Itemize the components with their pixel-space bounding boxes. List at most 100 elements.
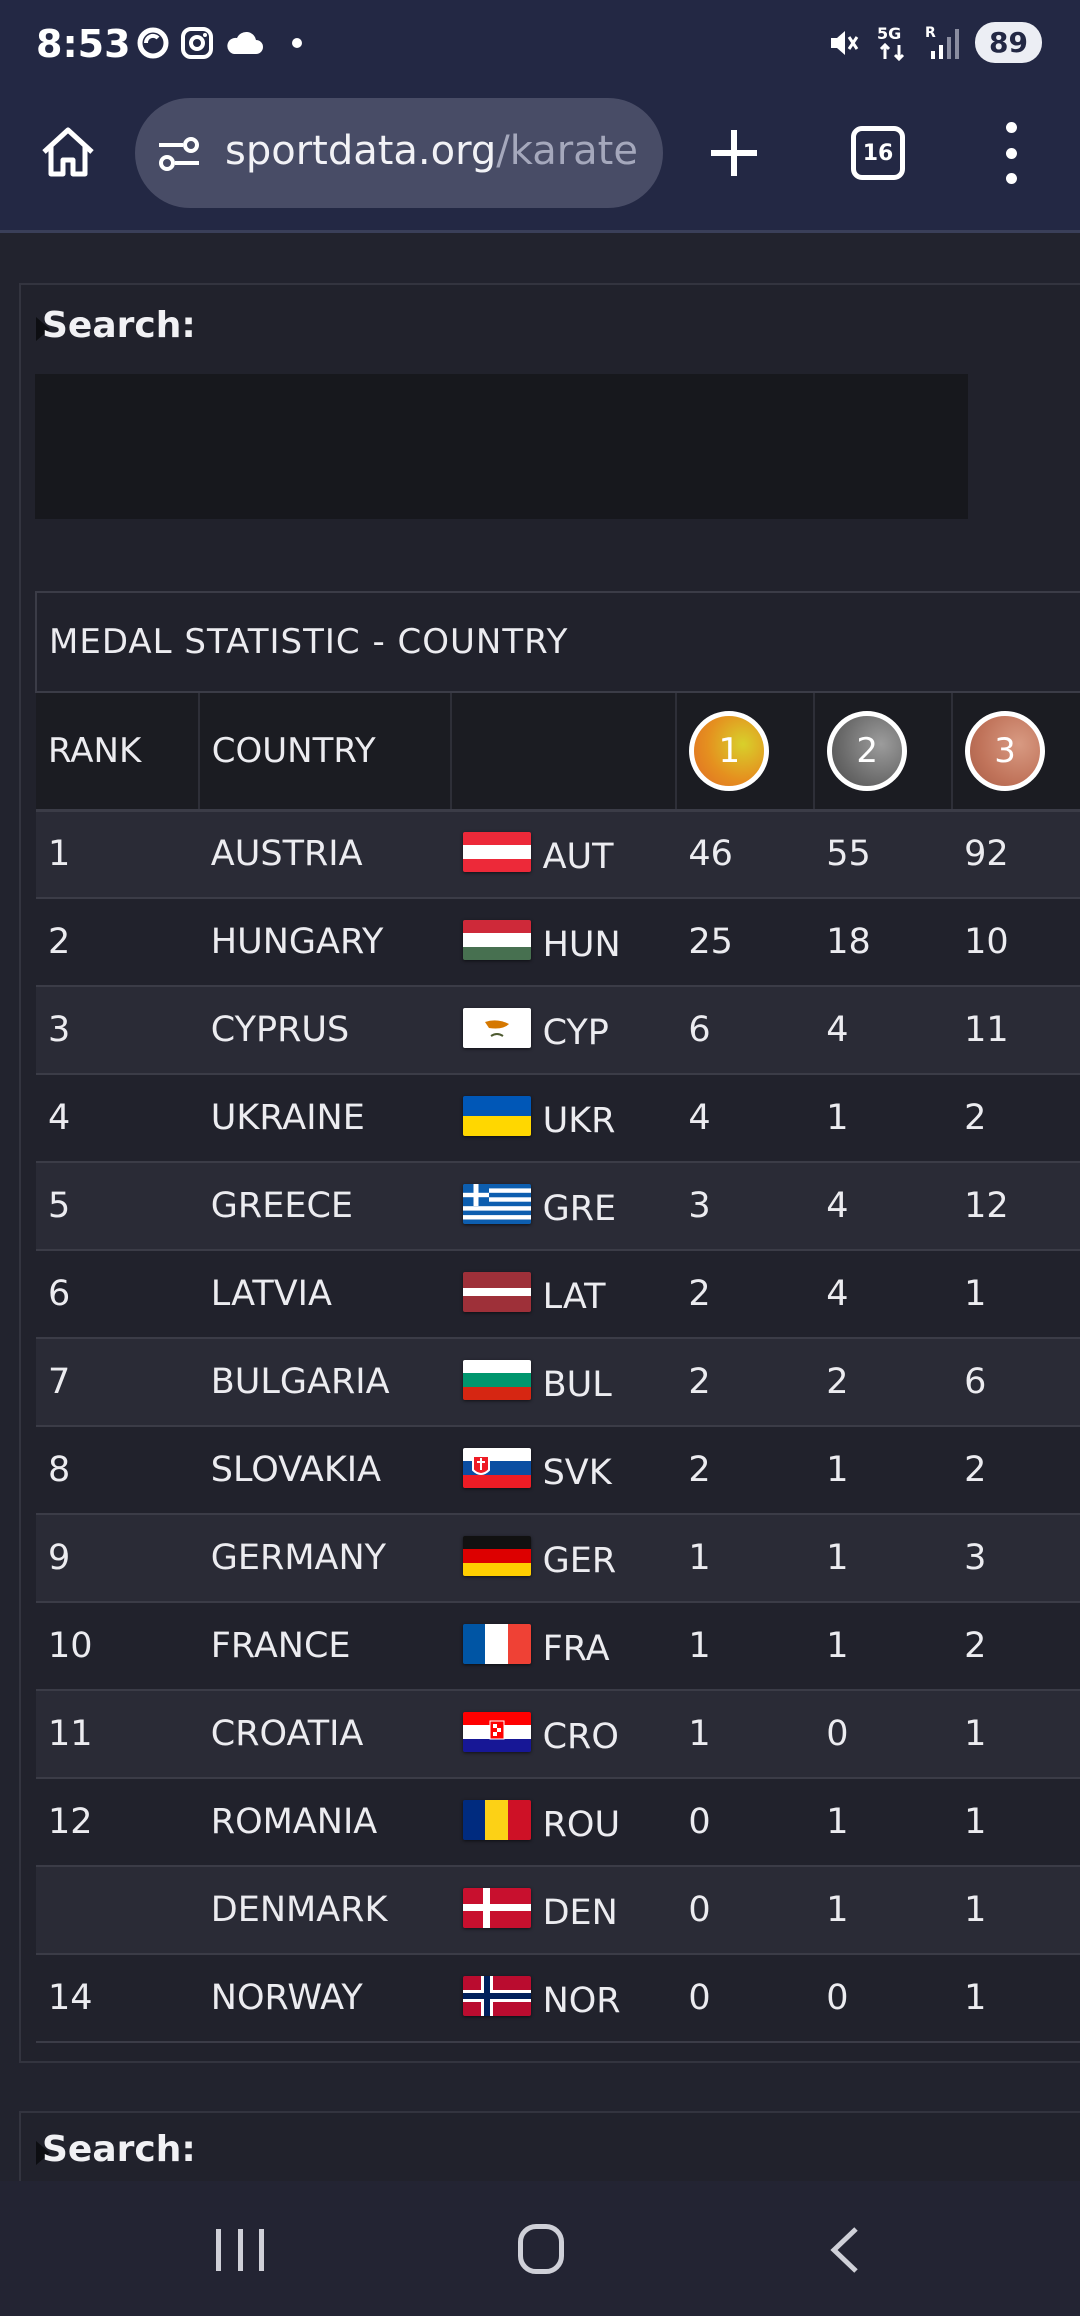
- gold-count: 1: [676, 1690, 815, 1779]
- country-cell[interactable]: GREECE: [198, 1162, 451, 1251]
- search-label[interactable]: Search:: [42, 305, 196, 346]
- table-row[interactable]: 5 GREECE GRE 3 4 12: [36, 1162, 1080, 1251]
- table-title: MEDAL STATISTIC - COUNTRY: [35, 591, 1080, 693]
- gold-count: 1: [676, 1602, 815, 1691]
- country-cell[interactable]: UKRAINE: [198, 1074, 451, 1163]
- rank-cell: 5: [36, 1162, 199, 1251]
- system-nav-bar: [0, 2181, 1080, 2316]
- table-row[interactable]: 4 UKRAINE UKR 4 1 2: [36, 1074, 1080, 1163]
- flag-icon: [462, 1095, 531, 1136]
- table-row[interactable]: 12 ROMANIA ROU 0 1 1: [36, 1778, 1080, 1867]
- expand-triangle-icon[interactable]: [36, 2141, 50, 2165]
- bronze-count: 11: [952, 986, 1080, 1075]
- table-row[interactable]: 9 GERMANY GER 1 1 3: [36, 1514, 1080, 1603]
- rank-cell: 4: [36, 1074, 199, 1163]
- expand-triangle-icon[interactable]: [36, 317, 50, 341]
- bronze-count: 92: [952, 810, 1080, 899]
- flag-cell: FRA: [450, 1602, 677, 1691]
- new-tab-icon[interactable]: [707, 126, 761, 180]
- table-row[interactable]: 10 FRANCE FRA 1 1 2: [36, 1602, 1080, 1691]
- country-cell[interactable]: BULGARIA: [198, 1338, 451, 1427]
- gold-count: 25: [676, 898, 815, 987]
- country-code: HUN: [542, 924, 621, 965]
- header-rank[interactable]: RANK: [36, 692, 199, 812]
- country-cell[interactable]: GERMANY: [198, 1514, 451, 1603]
- rank-cell: 9: [36, 1514, 199, 1603]
- gold-count: 2: [676, 1250, 815, 1339]
- back-icon[interactable]: [826, 2225, 862, 2275]
- country-code: GER: [542, 1540, 617, 1581]
- home-nav-icon[interactable]: [518, 2224, 564, 2274]
- country-cell[interactable]: CYPRUS: [198, 986, 451, 1075]
- svg-text:5G: 5G: [877, 24, 901, 43]
- silver-medal-icon: 2: [827, 710, 908, 791]
- gold-count: 0: [676, 1866, 815, 1955]
- country-cell[interactable]: LATVIA: [198, 1250, 451, 1339]
- flag-icon: [462, 1271, 531, 1312]
- signal-icon: R: [925, 25, 960, 59]
- rank-cell: 14: [36, 1954, 199, 2043]
- flag-cell: DEN: [450, 1866, 677, 1955]
- home-icon[interactable]: [38, 122, 98, 182]
- table-row[interactable]: DENMARK DEN 0 1 1: [36, 1866, 1080, 1955]
- silver-count: 1: [814, 1426, 953, 1515]
- gold-count: 1: [676, 1514, 815, 1603]
- recents-icon[interactable]: [216, 2229, 264, 2271]
- country-cell[interactable]: DENMARK: [198, 1866, 451, 1955]
- country-cell[interactable]: FRANCE: [198, 1602, 451, 1691]
- gold-medal-icon: 1: [689, 710, 770, 791]
- flag-cell: CYP: [450, 986, 677, 1075]
- bronze-count: 1: [952, 1250, 1080, 1339]
- rank-cell: 1: [36, 810, 199, 899]
- table-row[interactable]: 11 CROATIA CRO 1 0 1: [36, 1690, 1080, 1779]
- rank-cell: 3: [36, 986, 199, 1075]
- flag-icon: [462, 1975, 531, 2016]
- table-row[interactable]: 7 BULGARIA BUL 2 2 6: [36, 1338, 1080, 1427]
- tab-switcher-button[interactable]: 16: [851, 126, 905, 180]
- flag-cell: UKR: [450, 1074, 677, 1163]
- bronze-count: 1: [952, 1954, 1080, 2043]
- table-row[interactable]: 2 HUNGARY HUN 25 18 10: [36, 898, 1080, 987]
- bronze-count: 2: [952, 1426, 1080, 1515]
- header-country[interactable]: COUNTRY: [197, 692, 451, 812]
- bronze-count: 2: [952, 1074, 1080, 1163]
- silver-count: 1: [814, 1602, 953, 1691]
- flag-cell: ROU: [450, 1778, 677, 1867]
- country-cell[interactable]: AUSTRIA: [198, 810, 451, 899]
- bronze-count: 1: [952, 1866, 1080, 1955]
- country-cell[interactable]: HUNGARY: [198, 898, 451, 987]
- table-row[interactable]: 8 SLOVAKIA SVK 2 1 2: [36, 1426, 1080, 1515]
- table-row[interactable]: 3 CYPRUS CYP 6 4 11: [36, 986, 1080, 1075]
- address-field[interactable]: sportdata.org/karate: [135, 98, 663, 208]
- site-settings-icon[interactable]: [157, 134, 201, 174]
- second-panel: [19, 2111, 1080, 2181]
- country-cell[interactable]: NORWAY: [198, 1954, 451, 2043]
- table-row[interactable]: 14 NORWAY NOR 0 0 1: [36, 1954, 1080, 2043]
- url-text[interactable]: sportdata.org/karate: [225, 128, 645, 174]
- rank-cell: 12: [36, 1778, 199, 1867]
- table-row[interactable]: 1 AUSTRIA AUT 46 55 92: [36, 810, 1080, 899]
- flag-cell: CRO: [450, 1690, 677, 1779]
- country-code: LAT: [542, 1276, 606, 1317]
- country-cell[interactable]: ROMANIA: [198, 1778, 451, 1867]
- flag-icon: [462, 1183, 531, 1224]
- flag-icon: [462, 831, 531, 872]
- country-cell[interactable]: CROATIA: [198, 1690, 451, 1779]
- header-silver[interactable]: 2: [813, 692, 953, 812]
- status-left-icons: [136, 26, 302, 60]
- silver-count: 18: [814, 898, 953, 987]
- flag-icon: [462, 1799, 531, 1840]
- header-bronze[interactable]: 3: [951, 692, 1080, 812]
- header-gold[interactable]: 1: [675, 692, 815, 812]
- more-menu-icon[interactable]: [998, 122, 1024, 184]
- medal-table: MEDAL STATISTIC - COUNTRY RANK COUNTRY 1…: [35, 591, 1080, 2043]
- table-row[interactable]: 6 LATVIA LAT 2 4 1: [36, 1250, 1080, 1339]
- page-content[interactable]: Search: MEDAL STATISTIC - COUNTRY RANK C…: [0, 233, 1080, 2181]
- status-time: 8:53: [36, 22, 131, 66]
- bronze-count: 10: [952, 898, 1080, 987]
- country-cell[interactable]: SLOVAKIA: [198, 1426, 451, 1515]
- search-input[interactable]: [35, 374, 968, 519]
- search-label-bottom[interactable]: Search:: [42, 2129, 196, 2170]
- gold-count: 46: [676, 810, 815, 899]
- bronze-count: 12: [952, 1162, 1080, 1251]
